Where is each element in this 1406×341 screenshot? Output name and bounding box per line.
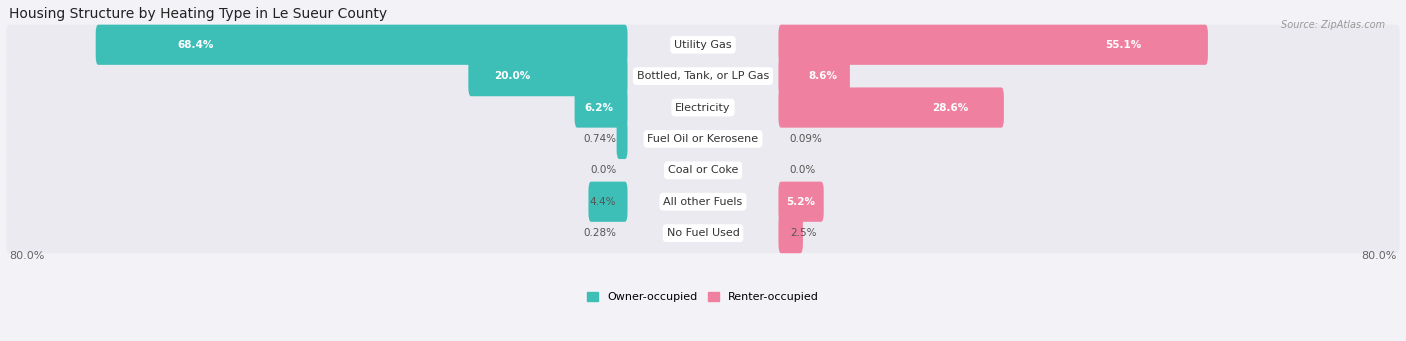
FancyBboxPatch shape [96, 25, 627, 65]
Text: Source: ZipAtlas.com: Source: ZipAtlas.com [1281, 20, 1385, 30]
FancyBboxPatch shape [7, 25, 1399, 65]
FancyBboxPatch shape [779, 56, 849, 96]
FancyBboxPatch shape [779, 25, 1208, 65]
Text: 80.0%: 80.0% [8, 251, 45, 261]
FancyBboxPatch shape [575, 87, 627, 128]
Text: 0.0%: 0.0% [790, 165, 815, 175]
FancyBboxPatch shape [7, 119, 1399, 159]
Text: 20.0%: 20.0% [494, 71, 530, 81]
Text: 68.4%: 68.4% [177, 40, 214, 50]
Text: 0.74%: 0.74% [583, 134, 616, 144]
FancyBboxPatch shape [7, 182, 1399, 222]
FancyBboxPatch shape [779, 182, 824, 222]
Text: Bottled, Tank, or LP Gas: Bottled, Tank, or LP Gas [637, 71, 769, 81]
Text: 28.6%: 28.6% [932, 103, 969, 113]
Text: Fuel Oil or Kerosene: Fuel Oil or Kerosene [647, 134, 759, 144]
FancyBboxPatch shape [589, 182, 627, 222]
FancyBboxPatch shape [7, 213, 1399, 253]
Text: Electricity: Electricity [675, 103, 731, 113]
Text: Utility Gas: Utility Gas [675, 40, 731, 50]
FancyBboxPatch shape [617, 119, 627, 159]
FancyBboxPatch shape [7, 87, 1399, 128]
Text: 0.0%: 0.0% [591, 165, 616, 175]
Text: No Fuel Used: No Fuel Used [666, 228, 740, 238]
Text: 0.09%: 0.09% [790, 134, 823, 144]
FancyBboxPatch shape [779, 213, 803, 253]
Text: All other Fuels: All other Fuels [664, 197, 742, 207]
Text: Coal or Coke: Coal or Coke [668, 165, 738, 175]
Text: 80.0%: 80.0% [1361, 251, 1398, 261]
Text: 5.2%: 5.2% [786, 197, 815, 207]
Text: 2.5%: 2.5% [790, 228, 817, 238]
Text: 0.28%: 0.28% [583, 228, 616, 238]
Text: 8.6%: 8.6% [808, 71, 838, 81]
Legend: Owner-occupied, Renter-occupied: Owner-occupied, Renter-occupied [582, 288, 824, 307]
Text: 6.2%: 6.2% [585, 103, 613, 113]
Text: 4.4%: 4.4% [589, 197, 616, 207]
FancyBboxPatch shape [7, 56, 1399, 96]
FancyBboxPatch shape [779, 87, 1004, 128]
FancyBboxPatch shape [7, 150, 1399, 190]
FancyBboxPatch shape [468, 56, 627, 96]
Text: Housing Structure by Heating Type in Le Sueur County: Housing Structure by Heating Type in Le … [8, 7, 387, 21]
Text: 55.1%: 55.1% [1105, 40, 1142, 50]
